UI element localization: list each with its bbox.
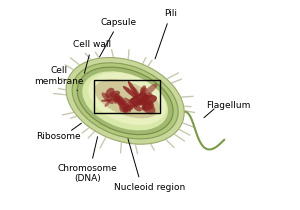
Ellipse shape — [128, 81, 139, 98]
Ellipse shape — [72, 63, 178, 139]
Text: Pili: Pili — [155, 9, 177, 59]
Ellipse shape — [143, 83, 158, 96]
Ellipse shape — [142, 102, 154, 111]
Text: Flagellum: Flagellum — [207, 101, 251, 109]
Text: Cell
membrane: Cell membrane — [34, 66, 84, 91]
Text: Ribosome: Ribosome — [37, 132, 81, 140]
Ellipse shape — [105, 88, 115, 98]
Ellipse shape — [133, 87, 141, 98]
Ellipse shape — [135, 100, 148, 105]
Text: Capsule: Capsule — [100, 18, 137, 57]
Ellipse shape — [77, 67, 173, 135]
Ellipse shape — [133, 104, 142, 112]
Ellipse shape — [88, 72, 166, 125]
Ellipse shape — [82, 71, 168, 130]
Text: Chromosome
(DNA): Chromosome (DNA) — [58, 164, 118, 183]
Ellipse shape — [119, 103, 128, 113]
Text: Cell wall: Cell wall — [73, 40, 111, 73]
Ellipse shape — [127, 99, 141, 108]
Ellipse shape — [141, 106, 146, 110]
Ellipse shape — [129, 93, 143, 101]
Ellipse shape — [104, 100, 111, 107]
Ellipse shape — [139, 91, 146, 98]
Ellipse shape — [137, 95, 150, 106]
Ellipse shape — [113, 93, 121, 101]
Ellipse shape — [123, 86, 139, 99]
Ellipse shape — [140, 85, 146, 94]
Ellipse shape — [142, 103, 155, 114]
Ellipse shape — [130, 97, 142, 106]
Ellipse shape — [101, 99, 113, 102]
Ellipse shape — [114, 93, 127, 106]
Text: Nucleoid region: Nucleoid region — [114, 183, 186, 192]
Ellipse shape — [113, 96, 121, 104]
Ellipse shape — [116, 97, 131, 113]
Ellipse shape — [94, 79, 160, 118]
Ellipse shape — [118, 100, 125, 106]
Ellipse shape — [111, 96, 121, 102]
Ellipse shape — [140, 95, 157, 105]
Ellipse shape — [123, 105, 128, 113]
Ellipse shape — [138, 93, 148, 104]
Ellipse shape — [66, 58, 184, 144]
Ellipse shape — [102, 92, 113, 104]
Ellipse shape — [148, 93, 152, 97]
Ellipse shape — [124, 97, 137, 108]
Ellipse shape — [143, 100, 153, 110]
Ellipse shape — [125, 104, 134, 111]
Ellipse shape — [141, 88, 147, 92]
Ellipse shape — [109, 91, 120, 97]
